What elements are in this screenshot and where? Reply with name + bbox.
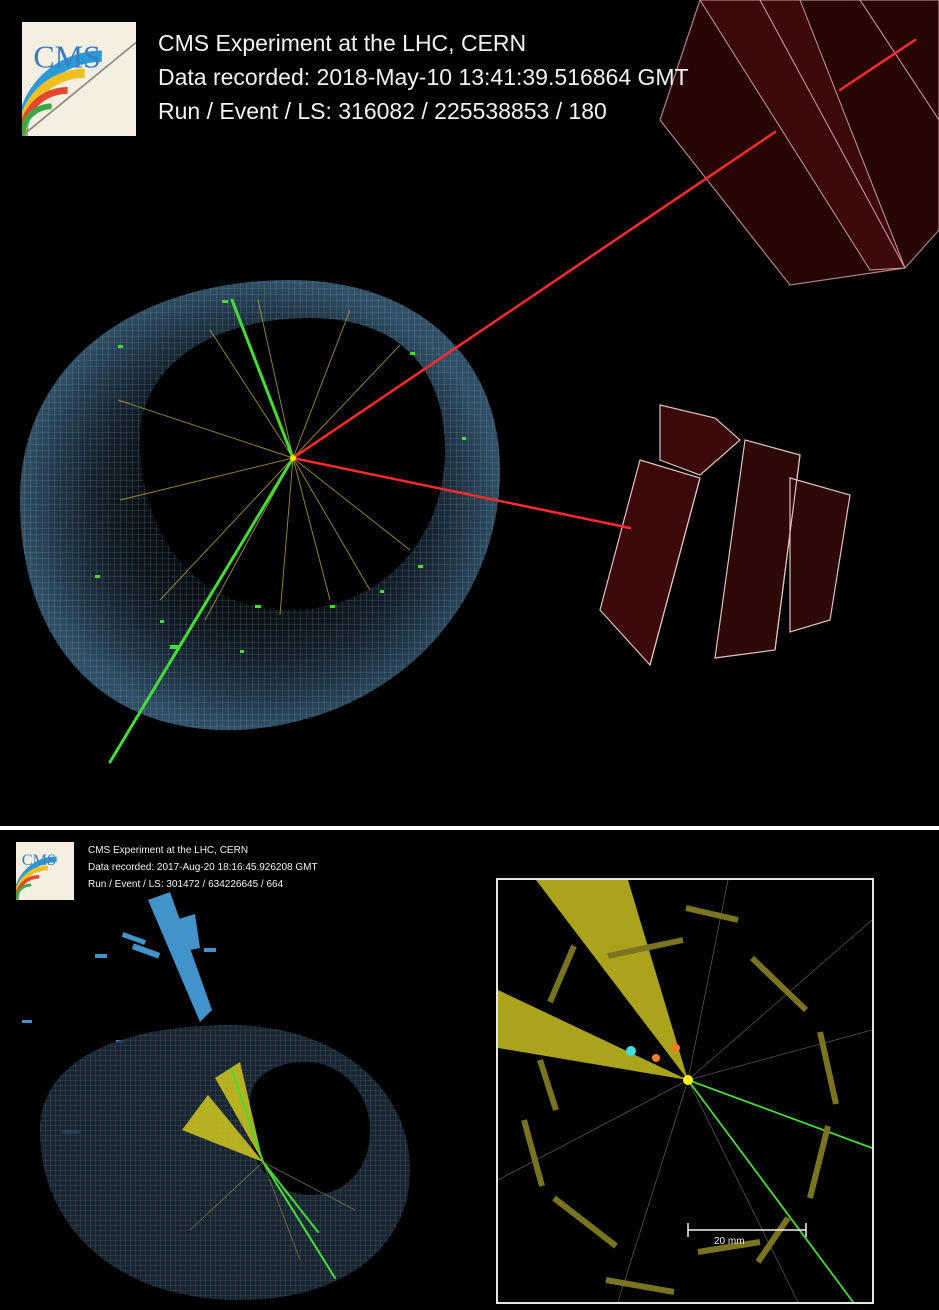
recorded-timestamp: Data recorded: 2018-May-10 13:41:39.5168… bbox=[158, 64, 689, 90]
inset-primary-vertex bbox=[683, 1075, 693, 1085]
experiment-label: CMS Experiment at the LHC, CERN bbox=[158, 30, 527, 56]
inset-vertex-cyan bbox=[626, 1046, 636, 1056]
inset-vertex-orange-1 bbox=[652, 1054, 660, 1062]
event-info-bottom: CMS Experiment at the LHC, CERN Data rec… bbox=[88, 842, 318, 893]
event-scene-bottom bbox=[22, 892, 410, 1300]
cms-logo-bottom: CMS bbox=[16, 842, 74, 900]
primary-vertex-top bbox=[290, 455, 296, 461]
muon-chamber-lower bbox=[599, 404, 851, 667]
electron-tracks-bottom bbox=[231, 1069, 336, 1279]
scale-bar-label: 20 mm bbox=[714, 1236, 745, 1247]
event-display-bottom: CMS CMS Experiment at the LHC, CERN Data… bbox=[0, 830, 939, 1310]
tracker-hits-top bbox=[95, 300, 466, 653]
logo-text: CMS bbox=[22, 851, 56, 869]
inset-jet-cones bbox=[498, 880, 688, 1080]
logo-text: CMS bbox=[33, 40, 100, 75]
experiment-label: CMS Experiment at the LHC, CERN bbox=[88, 845, 249, 856]
inset-electron-tracks bbox=[687, 1079, 872, 1302]
muon-tracks-top bbox=[291, 38, 917, 530]
inset-vertex-orange-2 bbox=[672, 1044, 680, 1052]
scale-bar bbox=[687, 1223, 807, 1237]
run-event-ls: Run / Event / LS: 316082 / 225538853 / 1… bbox=[158, 98, 607, 124]
recorded-timestamp: Data recorded: 2017-Aug-20 18:16:45.9262… bbox=[88, 862, 318, 873]
inset-tracker-modules bbox=[521, 905, 839, 1295]
charged-tracks-top bbox=[117, 299, 411, 621]
muon-chamber-upper bbox=[659, 0, 939, 286]
inset-faint-tracks bbox=[498, 880, 872, 1302]
vertex-zoom-scene bbox=[498, 880, 872, 1302]
cms-logo-top: CMS bbox=[22, 22, 136, 136]
calorimeter-towers-bottom bbox=[22, 892, 216, 1134]
vertex-zoom-inset: 20 mm bbox=[496, 878, 874, 1304]
event-info-top: CMS Experiment at the LHC, CERN Data rec… bbox=[158, 26, 689, 128]
event-display-top: CMS CMS Experiment at the LHC, CERN Data… bbox=[0, 0, 939, 826]
calorimeter-barrel-top bbox=[20, 280, 500, 731]
calorimeter-barrel-bottom bbox=[40, 1025, 410, 1300]
jet-cones-bottom bbox=[182, 1062, 263, 1162]
event-scene-top bbox=[20, 0, 939, 764]
charged-tracks-bottom bbox=[189, 1161, 356, 1261]
run-event-ls: Run / Event / LS: 301472 / 634226645 / 6… bbox=[88, 879, 284, 890]
electron-tracks-top bbox=[108, 298, 295, 764]
